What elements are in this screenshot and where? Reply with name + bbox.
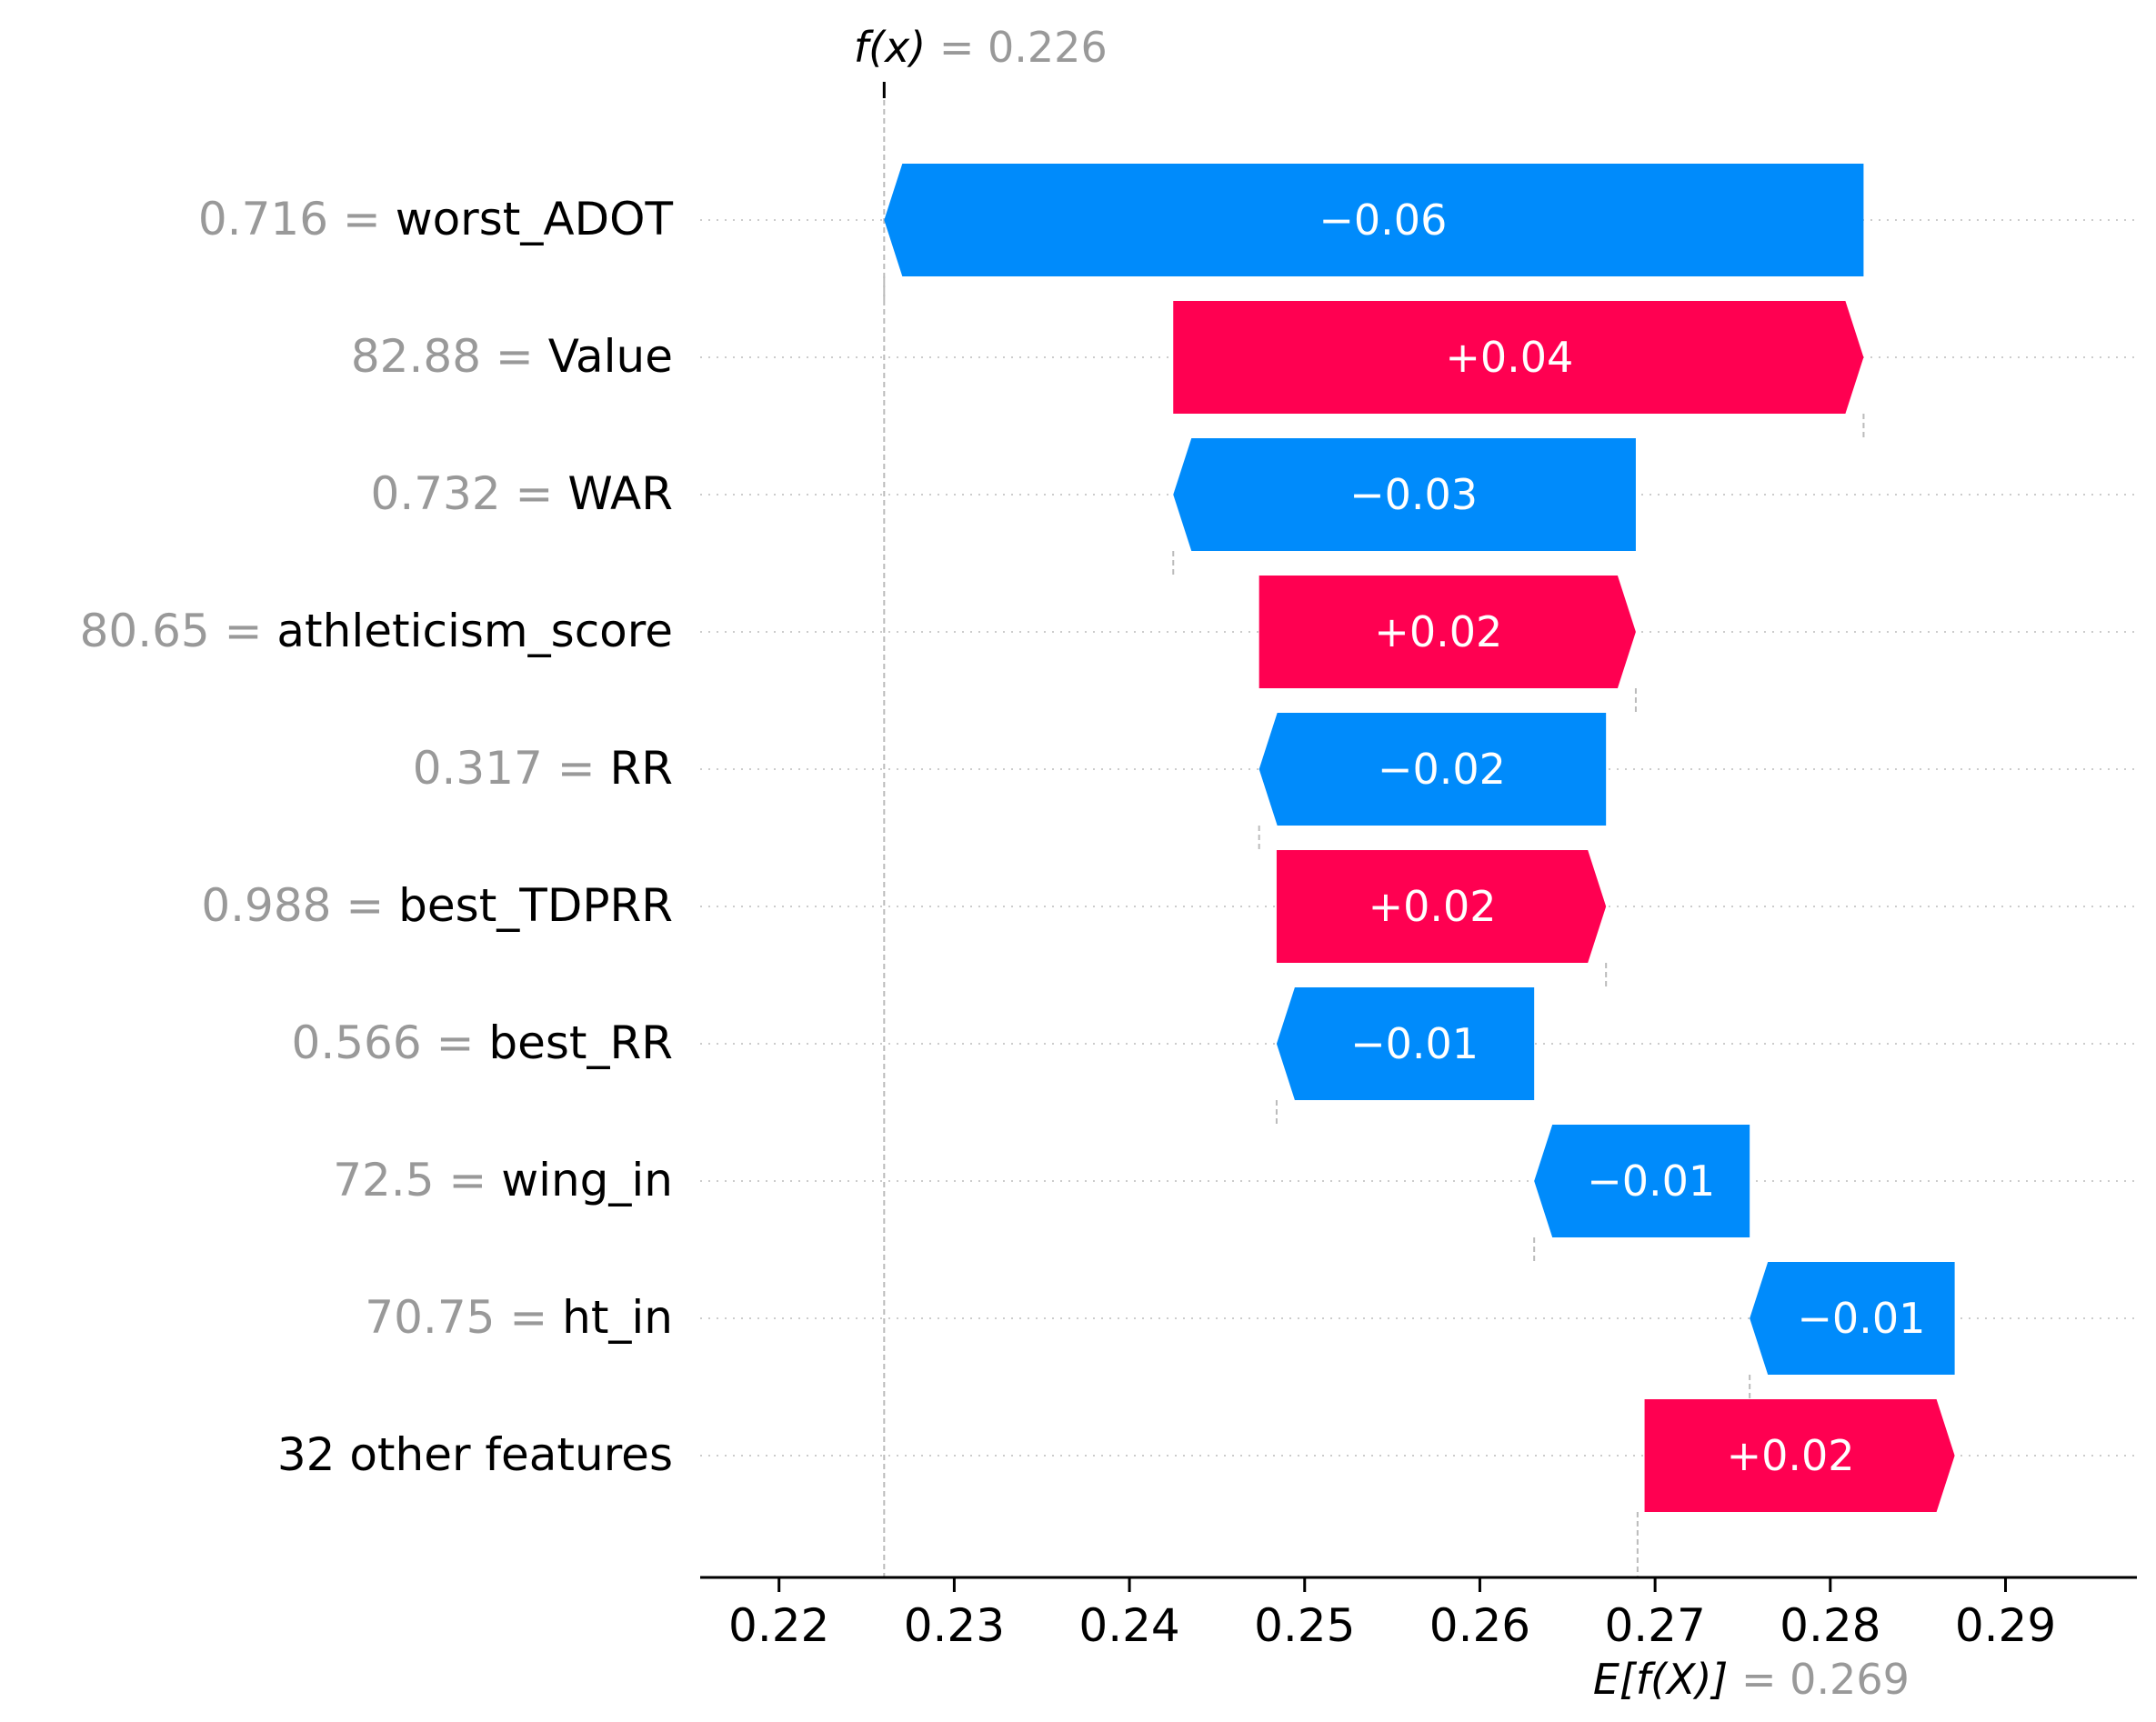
feature-label: 0.317 = RR	[413, 742, 673, 795]
x-tick-label: 0.27	[1604, 1599, 1705, 1652]
feature-name: best_TDPRR	[398, 879, 673, 932]
feature-name: best_RR	[488, 1016, 673, 1069]
feature-label: 32 other features	[277, 1428, 673, 1481]
feature-name: athleticism_score	[276, 605, 673, 657]
feature-labels: 0.716 = worst_ADOT 82.88 = Value 0.732 = W…	[80, 193, 674, 1481]
feature-name: RR	[610, 742, 673, 795]
negative-bar	[1173, 438, 1636, 551]
negative-bar	[1750, 1262, 1955, 1375]
guide-lines	[883, 91, 1865, 1577]
feature-label: 0.988 = best_TDPRR	[201, 879, 673, 932]
feature-name: WAR	[567, 467, 673, 520]
feature-value: 70.75 =	[365, 1291, 562, 1344]
x-tick-label: 0.29	[1955, 1599, 2056, 1652]
x-tick-label: 0.24	[1078, 1599, 1179, 1652]
efx-equals: =	[1741, 1655, 1790, 1704]
feature-value: 0.732 =	[371, 467, 568, 520]
fx-equals: =	[939, 23, 988, 72]
x-tick-label: 0.23	[904, 1599, 1005, 1652]
feature-value: 82.88 =	[351, 330, 548, 383]
feature-label: 80.65 = athleticism_score	[80, 605, 673, 657]
x-tick-label: 0.28	[1780, 1599, 1880, 1652]
efx-value: 0.269	[1790, 1655, 1910, 1704]
bar-value-label: +0.04	[1445, 333, 1573, 382]
feature-label: 70.75 = ht_in	[365, 1291, 673, 1344]
feature-value: 0.317 =	[413, 742, 610, 795]
feature-value: 72.5 =	[333, 1154, 501, 1206]
bars: −0.06 +0.04 −0.03 +0.02 −0.02 +0.02 −0.01 −0.01…	[884, 164, 1955, 1512]
fx-value: 0.226	[988, 23, 1108, 72]
bar-value-label: −0.02	[1378, 745, 1506, 794]
bar-value-label: +0.02	[1369, 882, 1497, 931]
positive-bar	[1644, 1399, 1955, 1512]
feature-label: 72.5 = wing_in	[333, 1154, 673, 1206]
feature-name: worst_ADOT	[396, 193, 674, 245]
bar-value-label: +0.02	[1727, 1431, 1855, 1480]
bar-value-label: −0.03	[1349, 470, 1478, 519]
feature-value: 0.988 =	[201, 879, 398, 932]
feature-value: 0.716 =	[198, 193, 396, 245]
feature-label: 0.716 = worst_ADOT	[198, 193, 674, 245]
x-axis: 0.22 0.23 0.24 0.25 0.26 0.27 0.28 0.29	[700, 1576, 2137, 1652]
feature-name: wing_in	[501, 1154, 673, 1206]
negative-bar	[1276, 987, 1535, 1100]
feature-value: 0.566 =	[292, 1016, 489, 1069]
feature-label: 0.566 = best_RR	[292, 1016, 673, 1069]
fx-label: f(x) = 0.226	[854, 23, 1108, 72]
bar-value-label: −0.01	[1797, 1294, 1925, 1343]
x-tick-label: 0.26	[1429, 1599, 1530, 1652]
feature-name: 32 other features	[277, 1428, 673, 1481]
negative-bar	[884, 164, 1864, 276]
efx-annotation: E[f(X)] = 0.269	[1593, 1655, 1910, 1704]
fx-annotation: f(x) = 0.226	[854, 23, 1108, 98]
negative-bar	[1534, 1125, 1750, 1237]
efx-symbol: E[f(X)]	[1593, 1655, 1729, 1704]
bar-value-label: −0.01	[1350, 1019, 1479, 1068]
feature-value: 80.65 =	[80, 605, 277, 657]
fx-symbol: f(x)	[854, 23, 926, 72]
feature-name: Value	[548, 330, 673, 383]
x-tick-label: 0.25	[1254, 1599, 1355, 1652]
feature-name: ht_in	[562, 1291, 673, 1344]
positive-bar	[1276, 850, 1607, 963]
bar-value-label: +0.02	[1374, 607, 1502, 656]
positive-bar	[1173, 301, 1864, 414]
bar-value-label: −0.01	[1587, 1156, 1715, 1206]
feature-label: 0.732 = WAR	[371, 467, 673, 520]
x-tick-label: 0.22	[728, 1599, 829, 1652]
positive-bar	[1259, 576, 1636, 688]
efx-label: E[f(X)] = 0.269	[1593, 1655, 1910, 1704]
bar-value-label: −0.06	[1319, 195, 1447, 245]
negative-bar	[1259, 713, 1607, 826]
feature-label: 82.88 = Value	[351, 330, 673, 383]
